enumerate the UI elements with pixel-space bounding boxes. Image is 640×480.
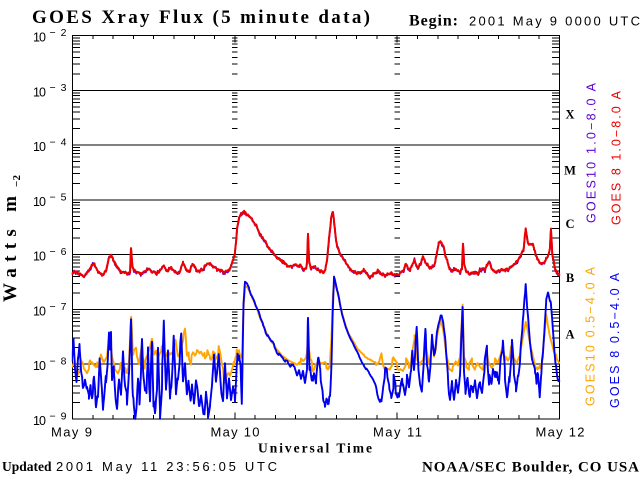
- svg-text:C: C: [565, 217, 574, 231]
- svg-text:M: M: [564, 163, 576, 177]
- svg-text:−2: −2: [11, 175, 23, 188]
- svg-text:X: X: [565, 107, 574, 121]
- svg-text:10: 10: [33, 359, 46, 373]
- svg-text:10: 10: [33, 85, 46, 99]
- svg-text:GOES Xray Flux (5 minute data): GOES Xray Flux (5 minute data): [32, 7, 370, 28]
- svg-text:GOES10 0.5−4.0 A: GOES10 0.5−4.0 A: [584, 266, 598, 406]
- svg-text:A: A: [565, 327, 574, 341]
- svg-text:Watts m: Watts m: [0, 196, 21, 302]
- svg-text:10: 10: [33, 304, 46, 318]
- svg-text:May 11: May 11: [373, 425, 422, 440]
- svg-text:NOAA/SEC Boulder, CO USA: NOAA/SEC Boulder, CO USA: [422, 459, 639, 475]
- svg-text:GOES 8 1.0−8.0 A: GOES 8 1.0−8.0 A: [610, 90, 624, 225]
- svg-text:Begin:: Begin:: [409, 13, 458, 30]
- svg-text:10: 10: [33, 140, 46, 154]
- svg-text:10: 10: [33, 31, 46, 45]
- svg-text:May 10: May 10: [211, 425, 260, 440]
- svg-text:May 12: May 12: [536, 425, 585, 440]
- svg-text:10: 10: [33, 414, 46, 428]
- svg-text:2001 May 11 23:56:05 UTC: 2001 May 11 23:56:05 UTC: [56, 459, 277, 474]
- svg-text:2001 May 9 0000 UTC: 2001 May 9 0000 UTC: [469, 14, 640, 29]
- svg-text:10: 10: [33, 195, 46, 209]
- svg-text:Updated: Updated: [2, 459, 52, 474]
- svg-text:GOES 8 0.5−4.0 A: GOES 8 0.5−4.0 A: [608, 272, 622, 408]
- svg-text:B: B: [566, 271, 574, 285]
- svg-text:10: 10: [33, 250, 46, 264]
- svg-text:May 9: May 9: [51, 425, 92, 440]
- svg-text:GOES10 1.0−8.0 A: GOES10 1.0−8.0 A: [585, 82, 599, 223]
